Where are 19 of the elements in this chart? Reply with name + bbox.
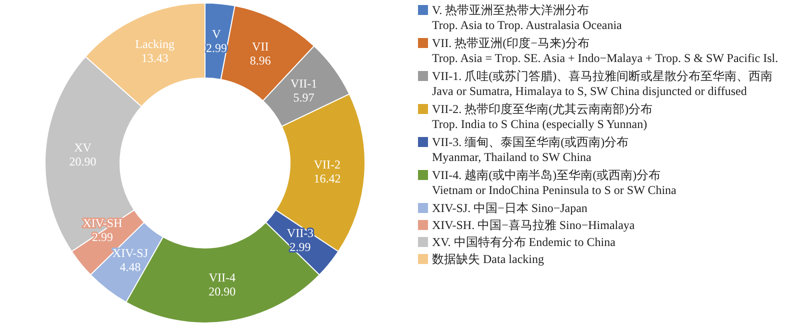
legend-label: VII-1. 爪哇(或苏门答腊)、喜马拉雅间断或星散分布至华南、西南 Java or Sumatra, Himalaya to S, SW China disjuncted or diffused [432,69,773,98]
legend-label: VII-3. 缅甸、泰国至华南(或西南)分布 Myanmar, Thailand to SW China [432,135,629,164]
data-label: VII-3 2.99 [286,226,314,254]
legend-label: XIV-SJ. 中国−日本 Sino−Japan [432,201,588,215]
legend-label: VII-4. 越南(或中南半岛)至华南(或西南)分布 Vietnam or IndoChina Peninsula to S or SW China [432,168,678,197]
data-label: XIV-SJ 4.48 [112,246,148,274]
legend-label: 数据缺失 Data lacking [432,252,544,266]
legend-label: VII-2. 热带印度至华南(尤其云南南部)分布 Trop. India to S China (especially S Yunnan) [432,102,653,131]
legend-label: XIV-SH. 中国−喜马拉雅 Sino−Himalaya [432,218,636,232]
legend-label: XV. 中国特有分布 Endemic to China [432,235,616,249]
legend-label: VII. 热带亚洲(印度−马来)分布 Trop. Asia = Trop. SE. Asia + Indo−Malaya + Trop. S & SW Pacific Isl. [432,36,778,65]
data-label: VII-1 5.97 [290,76,318,105]
data-label: XV 20.90 [69,140,96,168]
data-label: Lacking 13.43 [135,37,175,66]
data-label: VII-4 20.90 [208,270,236,298]
data-label: VII 8.96 [250,40,271,68]
data-label: V 2.99 [206,27,227,56]
data-label: VII-2 16.42 [314,158,341,186]
legend-label: V. 热带亚洲至热带大洋洲分布 Trop. Asia to Trop. Australasia Oceania [432,3,623,32]
